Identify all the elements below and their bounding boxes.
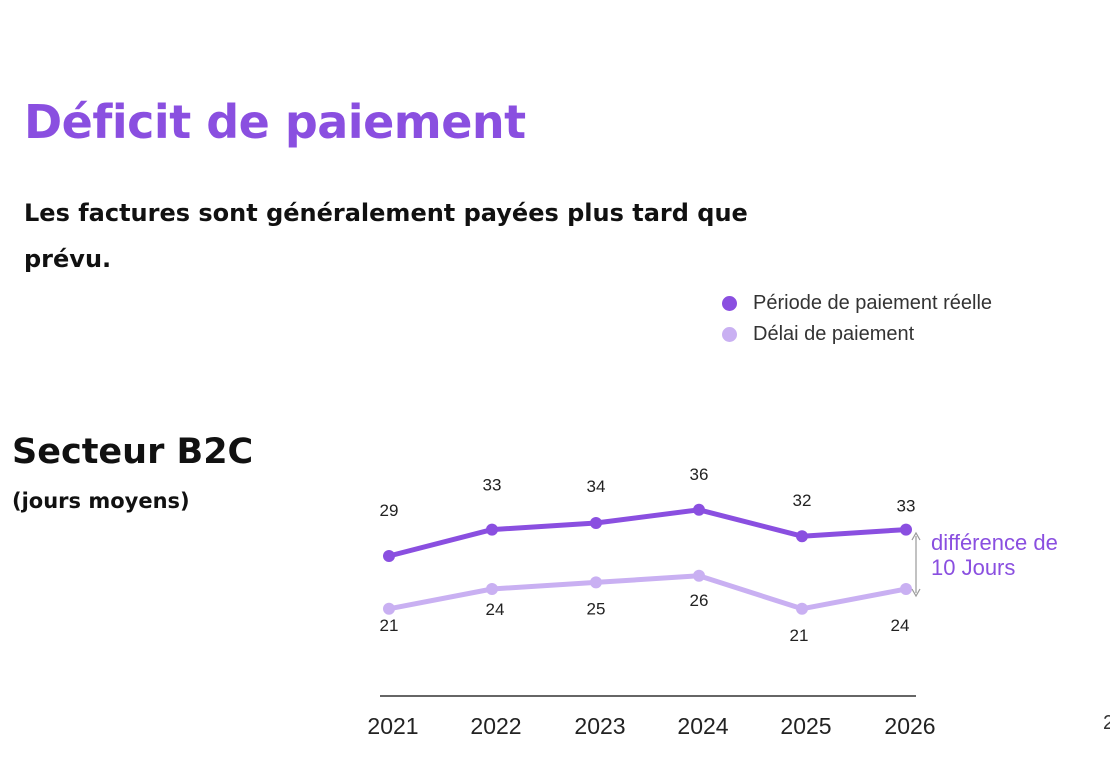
sector-title: Secteur B2C (12, 432, 254, 472)
data-label: 33 (897, 497, 916, 516)
sector-subtitle: (jours moyens) (12, 489, 190, 513)
data-label: 29 (380, 501, 399, 520)
series-line (386, 573, 909, 612)
data-point (693, 569, 705, 582)
edge-partial-label: 2 (1103, 712, 1110, 734)
legend-label-actual: Période de paiement réelle (753, 292, 993, 314)
legend-item-term: Délai de paiement (722, 319, 992, 350)
bracket-arrow-top-icon (911, 531, 921, 541)
data-point (900, 523, 912, 536)
data-label: 25 (587, 599, 606, 618)
x-tick-label: 2026 (884, 713, 935, 739)
data-point (900, 583, 912, 595)
data-label: 33 (483, 476, 502, 495)
data-point (486, 523, 498, 536)
data-point (796, 602, 808, 615)
page-title: Déficit de paiement (24, 95, 526, 149)
annotation-line-1: différence de (931, 530, 1058, 555)
data-point (693, 503, 705, 516)
annotation-line-2: 10 Jours (931, 555, 1015, 580)
legend-dot-actual-icon (722, 296, 737, 311)
x-tick-label: 2021 (367, 713, 418, 739)
x-tick-label: 2023 (574, 713, 625, 739)
x-tick-label: 2024 (677, 713, 728, 739)
data-label: 36 (690, 465, 709, 484)
data-label: 21 (790, 626, 809, 645)
bracket-arrow-bottom-icon (911, 588, 921, 598)
data-point (590, 576, 602, 589)
data-point (590, 517, 602, 529)
legend-dot-term-icon (722, 327, 737, 342)
data-point (383, 602, 395, 615)
data-label: 34 (587, 477, 606, 496)
legend-label-term: Délai de paiement (753, 323, 915, 345)
data-label: 32 (793, 491, 812, 510)
data-point (796, 530, 808, 543)
data-label: 26 (690, 591, 709, 610)
data-point (486, 583, 498, 595)
data-point (383, 550, 395, 562)
data-label: 24 (891, 616, 910, 635)
x-tick-label: 2022 (470, 713, 521, 739)
page-subtitle: Les factures sont généralement payées pl… (24, 199, 748, 273)
x-tick-label: 2025 (780, 713, 831, 739)
chart-legend: Période de paiement réelle Délai de paie… (722, 288, 992, 350)
legend-item-actual: Période de paiement réelle (722, 288, 992, 319)
series-line (386, 507, 909, 559)
data-label: 21 (380, 616, 399, 635)
data-label: 24 (486, 600, 505, 619)
